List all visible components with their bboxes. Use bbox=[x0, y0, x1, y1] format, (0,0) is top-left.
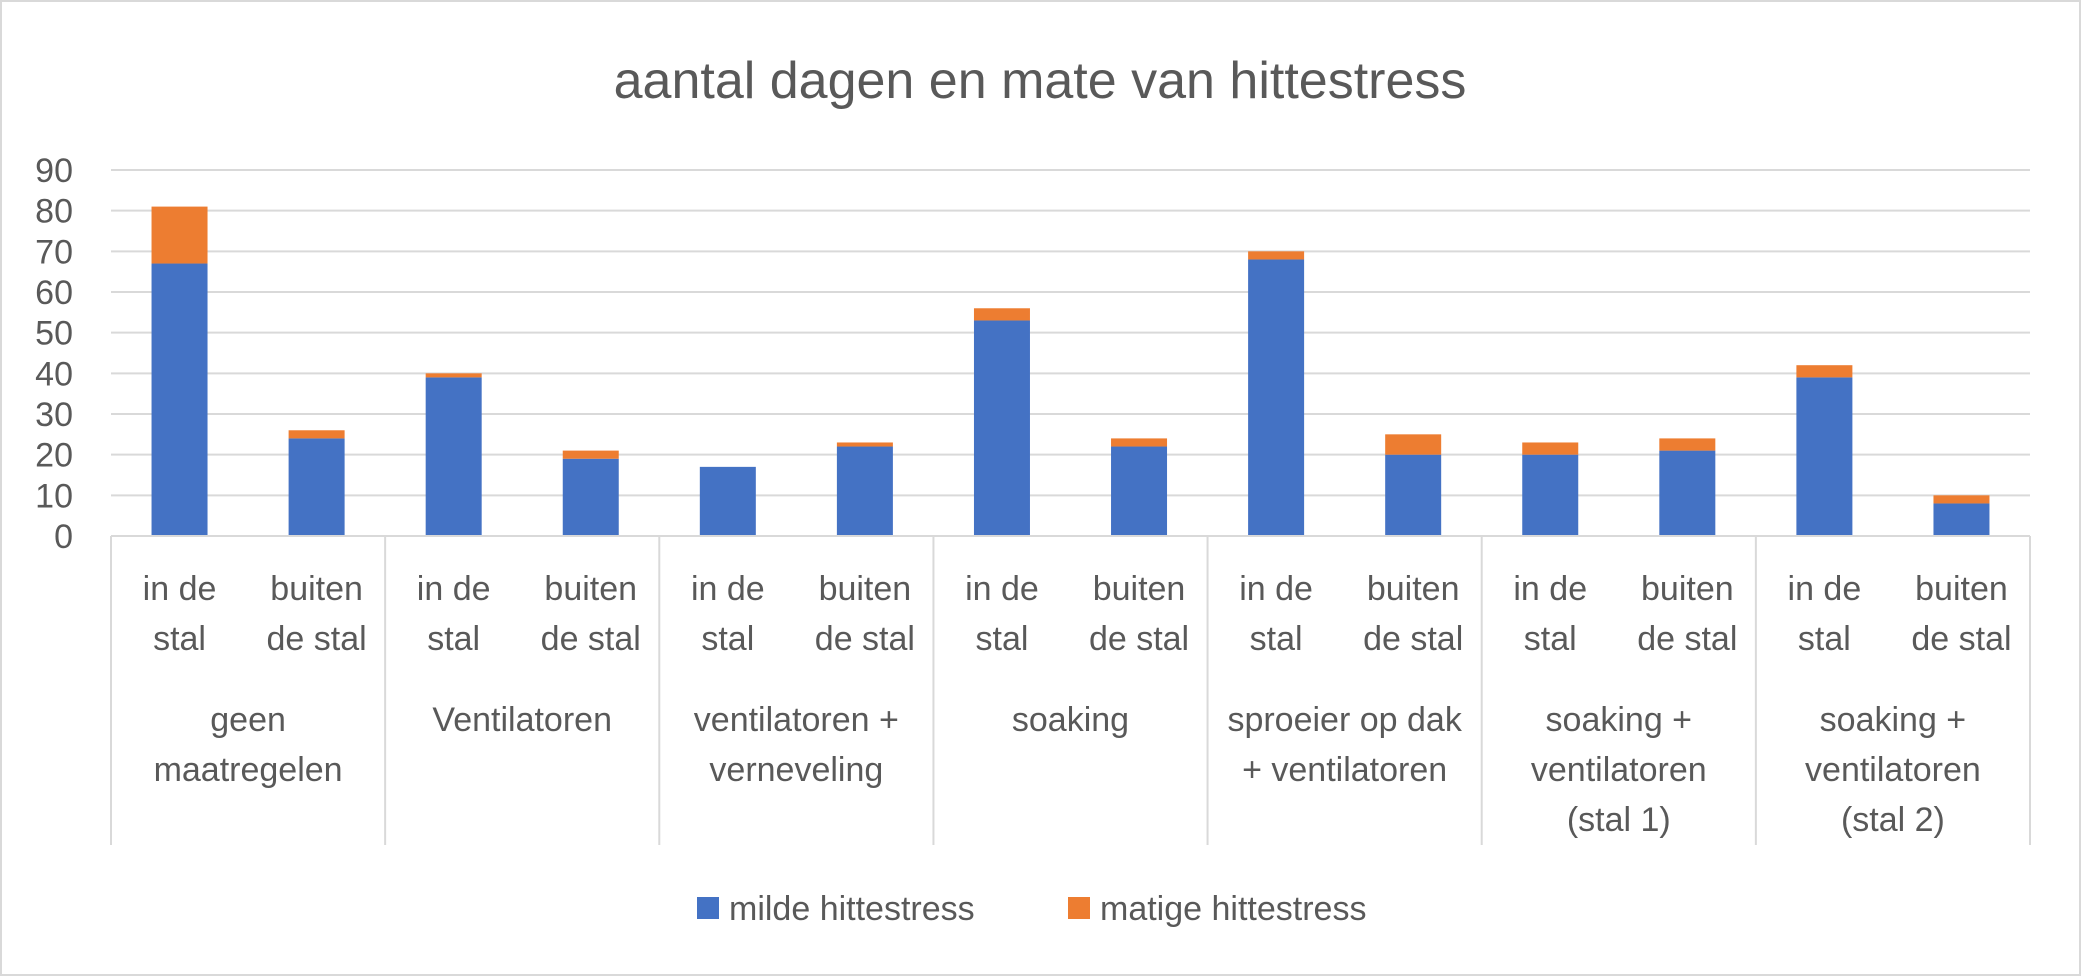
x-subcategory-label: buiten de stal bbox=[1363, 570, 1463, 658]
legend-swatch bbox=[697, 897, 719, 919]
x-group-label: Ventilatoren bbox=[432, 701, 612, 739]
bar-segment-milde bbox=[288, 438, 345, 536]
x-subcategory-label: in de stal bbox=[1513, 570, 1587, 658]
bar-segment-milde bbox=[699, 466, 756, 536]
bar-segment-matige bbox=[151, 206, 208, 264]
bar-segment-matige bbox=[1796, 365, 1853, 378]
x-group-label: soaking bbox=[1012, 701, 1129, 739]
legend-item: matige hittestress bbox=[1068, 890, 1366, 928]
x-subcategory-label: buiten de stal bbox=[541, 570, 641, 658]
x-subcategory-label: buiten de stal bbox=[267, 570, 367, 658]
bar-segment-milde bbox=[1522, 454, 1579, 536]
y-tick-label: 10 bbox=[35, 477, 73, 515]
x-subcategory-label: buiten de stal bbox=[1089, 570, 1189, 658]
bar-segment-matige bbox=[1111, 438, 1168, 447]
x-group-label: soaking + ventilatoren (stal 1) bbox=[1531, 701, 1707, 839]
bar-segment-matige bbox=[1248, 251, 1305, 260]
bar-segment-milde bbox=[1248, 259, 1305, 536]
bars bbox=[151, 206, 1990, 536]
bar-segment-milde bbox=[425, 377, 482, 536]
x-subcategory-label: in de stal bbox=[417, 570, 491, 658]
bar-segment-matige bbox=[1522, 442, 1579, 455]
y-tick-label: 0 bbox=[54, 518, 73, 556]
x-subcategory-label: in de stal bbox=[965, 570, 1039, 658]
x-group-label: ventilatoren + verneveling bbox=[694, 701, 899, 789]
bar-segment-matige bbox=[1385, 434, 1442, 455]
y-tick-label: 50 bbox=[35, 315, 73, 353]
bar-segment-matige bbox=[425, 373, 482, 378]
x-group-label: soaking + ventilatoren (stal 2) bbox=[1805, 701, 1981, 839]
y-tick-label: 40 bbox=[35, 355, 73, 393]
x-subcategory-label: buiten de stal bbox=[815, 570, 915, 658]
legend-label: matige hittestress bbox=[1100, 890, 1366, 928]
bar-segment-milde bbox=[1111, 446, 1168, 536]
bar-segment-milde bbox=[1659, 450, 1716, 536]
y-tick-label: 30 bbox=[35, 396, 73, 434]
bar-segment-matige bbox=[973, 308, 1030, 321]
legend-label: milde hittestress bbox=[729, 890, 975, 928]
y-tick-label: 90 bbox=[35, 152, 73, 190]
bar-segment-matige bbox=[1933, 495, 1990, 504]
x-subcategory-label: in de stal bbox=[1239, 570, 1313, 658]
bar-segment-matige bbox=[1659, 438, 1716, 451]
bar-segment-matige bbox=[288, 430, 345, 439]
x-subcategory-label: in de stal bbox=[1788, 570, 1862, 658]
bar-segment-milde bbox=[1933, 503, 1990, 536]
x-subcategory-label: in de stal bbox=[691, 570, 765, 658]
y-tick-label: 60 bbox=[35, 274, 73, 312]
bar-segment-milde bbox=[1385, 454, 1442, 536]
x-axis: in de stal buiten de stal in de stal buiten de … bbox=[110, 535, 2031, 845]
chart-title: aantal dagen en mate van hittestress bbox=[614, 52, 1467, 110]
bar-segment-matige bbox=[836, 442, 893, 447]
bar-segment-milde bbox=[1796, 377, 1853, 536]
y-tick-label: 20 bbox=[35, 437, 73, 475]
bar-segment-matige bbox=[562, 450, 619, 459]
x-group-label: sproeier op dak + ventilatoren bbox=[1227, 701, 1462, 789]
y-tick-label: 80 bbox=[35, 193, 73, 231]
x-group-label: geen maatregelen bbox=[154, 701, 343, 789]
legend-swatch bbox=[1068, 897, 1090, 919]
legend: milde hittestress matige hittestress bbox=[697, 890, 1366, 928]
x-subcategory-label: buiten de stal bbox=[1637, 570, 1737, 658]
legend-item: milde hittestress bbox=[697, 890, 975, 928]
bar-segment-milde bbox=[973, 320, 1030, 536]
x-subcategory-label: in de stal bbox=[143, 570, 217, 658]
y-tick-label: 70 bbox=[35, 233, 73, 271]
x-subcategory-label: buiten de stal bbox=[1911, 570, 2011, 658]
bar-segment-milde bbox=[836, 446, 893, 536]
bar-segment-milde bbox=[151, 263, 208, 536]
bar-segment-milde bbox=[562, 458, 619, 536]
